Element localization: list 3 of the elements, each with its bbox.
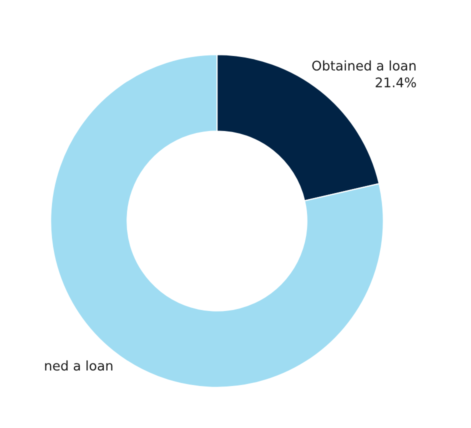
slice-label: ned a loan: [45, 360, 112, 371]
slice-label: Obtained a loan: [312, 60, 416, 71]
data-label: 21.4%: [376, 77, 416, 88]
